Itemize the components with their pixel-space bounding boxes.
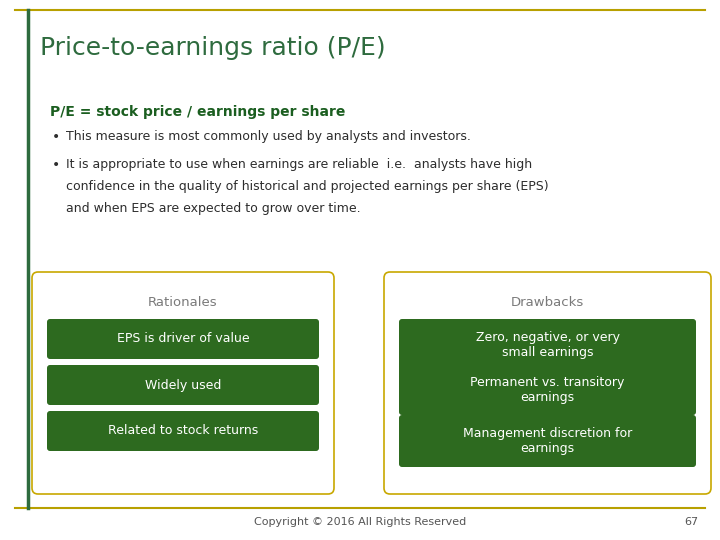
FancyBboxPatch shape bbox=[399, 415, 696, 467]
Text: 67: 67 bbox=[684, 517, 698, 527]
Text: Drawbacks: Drawbacks bbox=[511, 296, 584, 309]
FancyBboxPatch shape bbox=[399, 365, 696, 415]
FancyBboxPatch shape bbox=[32, 272, 334, 494]
FancyBboxPatch shape bbox=[47, 319, 319, 359]
FancyBboxPatch shape bbox=[47, 365, 319, 405]
Text: and when EPS are expected to grow over time.: and when EPS are expected to grow over t… bbox=[66, 202, 361, 215]
FancyBboxPatch shape bbox=[384, 272, 711, 494]
Text: Widely used: Widely used bbox=[145, 379, 221, 392]
Text: Copyright © 2016 All Rights Reserved: Copyright © 2016 All Rights Reserved bbox=[254, 517, 466, 527]
FancyBboxPatch shape bbox=[47, 411, 319, 451]
Text: This measure is most commonly used by analysts and investors.: This measure is most commonly used by an… bbox=[66, 130, 471, 143]
Text: confidence in the quality of historical and projected earnings per share (EPS): confidence in the quality of historical … bbox=[66, 180, 549, 193]
Text: Related to stock returns: Related to stock returns bbox=[108, 424, 258, 437]
FancyBboxPatch shape bbox=[399, 319, 696, 371]
Text: P/E = stock price / earnings per share: P/E = stock price / earnings per share bbox=[50, 105, 346, 119]
Text: •: • bbox=[52, 130, 60, 144]
Text: Rationales: Rationales bbox=[148, 296, 218, 309]
Text: Permanent vs. transitory
earnings: Permanent vs. transitory earnings bbox=[470, 376, 625, 404]
Text: •: • bbox=[52, 158, 60, 172]
Text: Zero, negative, or very
small earnings: Zero, negative, or very small earnings bbox=[475, 331, 619, 359]
Text: Price-to-earnings ratio (P/E): Price-to-earnings ratio (P/E) bbox=[40, 36, 386, 60]
Text: Management discretion for
earnings: Management discretion for earnings bbox=[463, 427, 632, 455]
Text: It is appropriate to use when earnings are reliable  i.e.  analysts have high: It is appropriate to use when earnings a… bbox=[66, 158, 532, 171]
Text: EPS is driver of value: EPS is driver of value bbox=[117, 333, 249, 346]
